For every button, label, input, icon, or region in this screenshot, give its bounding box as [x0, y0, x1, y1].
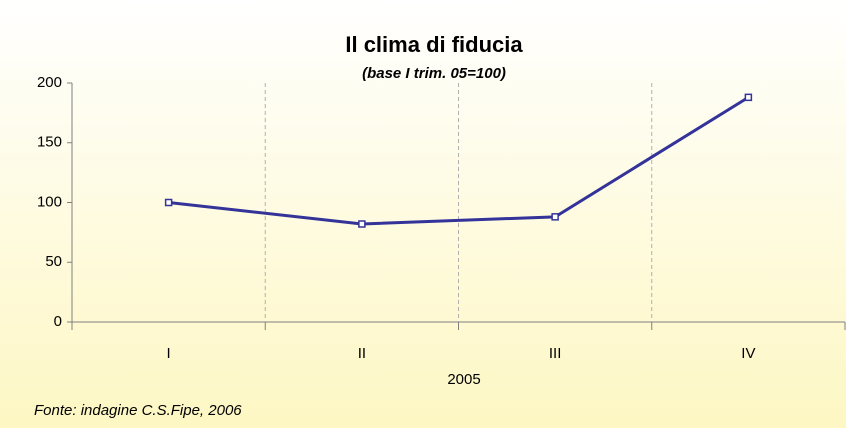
y-tick-label: 0 [54, 313, 62, 330]
y-tick-label: 200 [37, 74, 62, 91]
x-tick-label: I [167, 345, 171, 362]
y-tick-label: 150 [37, 134, 62, 151]
x-tick-label: II [358, 345, 366, 362]
point [358, 220, 366, 228]
x-tick-label: III [549, 345, 562, 362]
point [744, 93, 753, 102]
x-tick-label: IV [741, 345, 755, 362]
chart-title: Il clima di fiducia [345, 32, 523, 57]
chart-subtitle: (base I trim. 05=100) [362, 65, 506, 82]
y-tick-label: 100 [37, 193, 62, 210]
point [551, 213, 559, 221]
x-axis-label: 2005 [447, 371, 480, 388]
point [164, 198, 173, 207]
line [168, 96, 750, 226]
y-tick-label: 50 [45, 253, 62, 270]
source-note: Fonte: indagine C.S.Fipe, 2006 [34, 402, 242, 419]
